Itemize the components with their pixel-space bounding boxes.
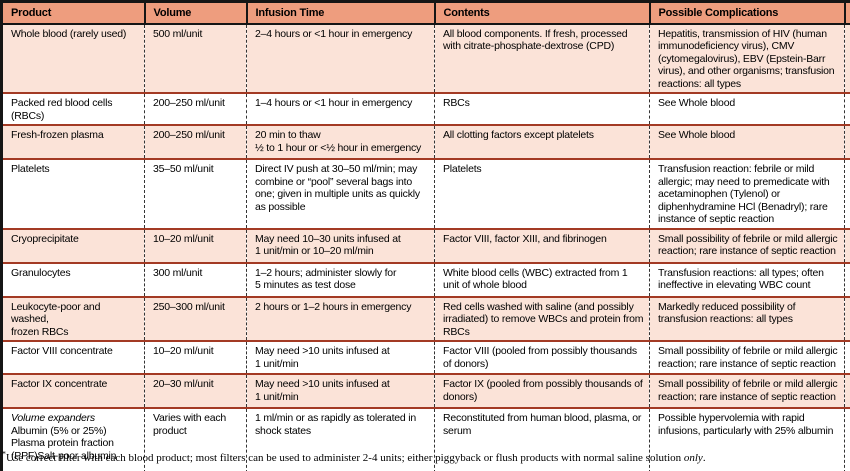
cell-complications: Small possibility of febrile or mild all… [649,227,845,263]
cell-product: Factor VIII concentrate [1,340,145,374]
cell-product: Granulocytes [1,261,145,297]
cell-volume: 300 ml/unit [144,261,247,297]
table-row-volume-expanders: Volume expanders Albumin (5% or 25%) Plas… [1,407,850,471]
cell-volume: 10–20 ml/unit [144,227,247,263]
cell-product: Packed red blood cells (RBCs) [1,92,145,125]
cell-product: Leukocyte-poor and washed, frozen RBCs [1,295,145,341]
table-row-fresh-frozen-plasma: Fresh-frozen plasma 200–250 ml/unit 20 min… [1,124,850,159]
cell-contents: Factor VIII (pooled from possibly thousa… [434,340,650,374]
column-header-possible-complications: Possible Complications [649,1,846,25]
cell-product: Fresh-frozen plasma [1,124,145,159]
table-row-cryoprecipitate: Cryoprecipitate 10–20 ml/unit May need 10–… [1,227,850,263]
table-row-platelets: Platelets 35–50 ml/unit Direct IV push at … [1,158,850,229]
cell-infusion-time: 1–2 hours; administer slowly for 5 minut… [246,261,435,297]
header-edge-filler [844,1,850,25]
cell-complications: Possible hypervolemia with rapid infusio… [649,407,845,471]
cell-contents: Factor IX (pooled from possibly thousand… [434,373,650,408]
cell-contents: Red cells washed with saline (and possib… [434,295,650,341]
cell-contents: All blood components. If fresh, processe… [434,23,650,93]
product-category-label: Volume expanders [11,412,95,424]
cell-infusion-time: 2–4 hours or <1 hour in emergency [246,23,435,93]
cell-product: Volume expanders Albumin (5% or 25%) Plas… [1,407,145,471]
cell-complications: Small possibility of febrile or mild all… [649,340,845,374]
table-row-granulocytes: Granulocytes 300 ml/unit 1–2 hours; admini… [1,261,850,297]
cell-infusion-time: 1 ml/min or as rapidly as tolerated in s… [246,407,435,471]
column-header-volume: Volume [144,1,248,25]
table-footnote: *Use correct filter with each blood prod… [2,449,848,465]
cell-product: Platelets [1,158,145,229]
cell-complications: Small possibility of febrile or mild all… [649,373,845,408]
cell-contents: Factor VIII, factor XIII, and fibrinogen [434,227,650,263]
table-row-whole-blood: Whole blood (rarely used) 500 ml/unit 2–4 … [1,23,850,94]
table-row-factor-ix-concentrate: Factor IX concentrate 20–30 ml/unit May ne… [1,373,850,408]
cell-volume: 500 ml/unit [144,23,247,93]
row-edge-filler [844,92,850,125]
table-body: Whole blood (rarely used) 500 ml/unit 2–4 … [1,23,850,471]
cell-infusion-time: May need >10 units infused at 1 unit/min [246,373,435,408]
cell-infusion-time: Direct IV push at 30–50 ml/min; may comb… [246,158,435,229]
cell-volume: 250–300 ml/unit [144,295,247,341]
cell-complications: Hepatitis, transmission of HIV (human im… [649,23,845,93]
cell-volume: 35–50 ml/unit [144,158,247,229]
cell-infusion-time: 1–4 hours or <1 hour in emergency [246,92,435,125]
row-edge-filler [845,24,850,94]
column-header-product: Product [1,1,146,25]
row-edge-filler [844,407,850,471]
cell-volume: 20–30 ml/unit [144,373,247,408]
row-edge-filler [844,340,850,374]
cell-product: Factor IX concentrate [1,373,145,408]
cell-volume: 200–250 ml/unit [144,124,247,159]
table-row-leukocyte-poor-rbcs: Leukocyte-poor and washed, frozen RBCs 25… [1,295,850,341]
row-edge-filler [844,261,850,297]
cell-complications: Transfusion reaction: febrile or mild al… [649,158,845,229]
row-edge-filler [844,295,850,341]
footnote-marker: * [2,449,6,459]
cell-volume: Varies with each product [144,407,247,471]
cell-contents: Reconstituted from human blood, plasma, … [434,407,650,471]
cell-contents: RBCs [434,92,650,125]
cell-complications: Markedly reduced possibility of transfus… [649,295,845,341]
footnote-suffix: . [702,452,706,464]
table-row-packed-rbcs: Packed red blood cells (RBCs) 200–250 ml/… [1,92,850,125]
cell-complications: See Whole blood [649,124,845,159]
row-edge-filler [844,124,850,159]
footnote-text: Use correct filter with each blood produ… [6,452,684,464]
column-header-infusion-time: Infusion Time [246,1,436,25]
row-edge-filler [844,227,850,263]
cell-product: Cryoprecipitate [1,227,145,263]
cell-volume: 10–20 ml/unit [144,340,247,374]
row-edge-filler [844,373,850,408]
cell-infusion-time: May need 10–30 units infused at 1 unit/m… [246,227,435,263]
cell-contents: White blood cells (WBC) extracted from 1… [434,261,650,297]
table-header: Product Volume Infusion Time Contents Possib… [1,1,850,25]
column-header-contents: Contents [434,1,651,25]
header-row: Product Volume Infusion Time Contents Possib… [1,1,850,25]
cell-infusion-time: May need >10 units infused at 1 unit/min [246,340,435,374]
row-edge-filler [844,158,850,229]
table-row-factor-viii-concentrate: Factor VIII concentrate 10–20 ml/unit May … [1,340,850,374]
cell-infusion-time: 20 min to thaw ½ to 1 hour or <½ hour in… [246,124,435,159]
cell-contents: All clotting factors except platelets [434,124,650,159]
cell-product: Whole blood (rarely used) [1,23,145,93]
cell-complications: Transfusion reactions: all types; often … [649,261,845,297]
footnote-emphasis: only [683,452,703,464]
cell-volume: 200–250 ml/unit [144,92,247,125]
product-names: Albumin (5% or 25%) Plasma protein fract… [11,424,117,462]
cell-infusion-time: 2 hours or 1–2 hours in emergency [246,295,435,341]
cell-complications: See Whole blood [649,92,845,125]
cell-contents: Platelets [434,158,650,229]
